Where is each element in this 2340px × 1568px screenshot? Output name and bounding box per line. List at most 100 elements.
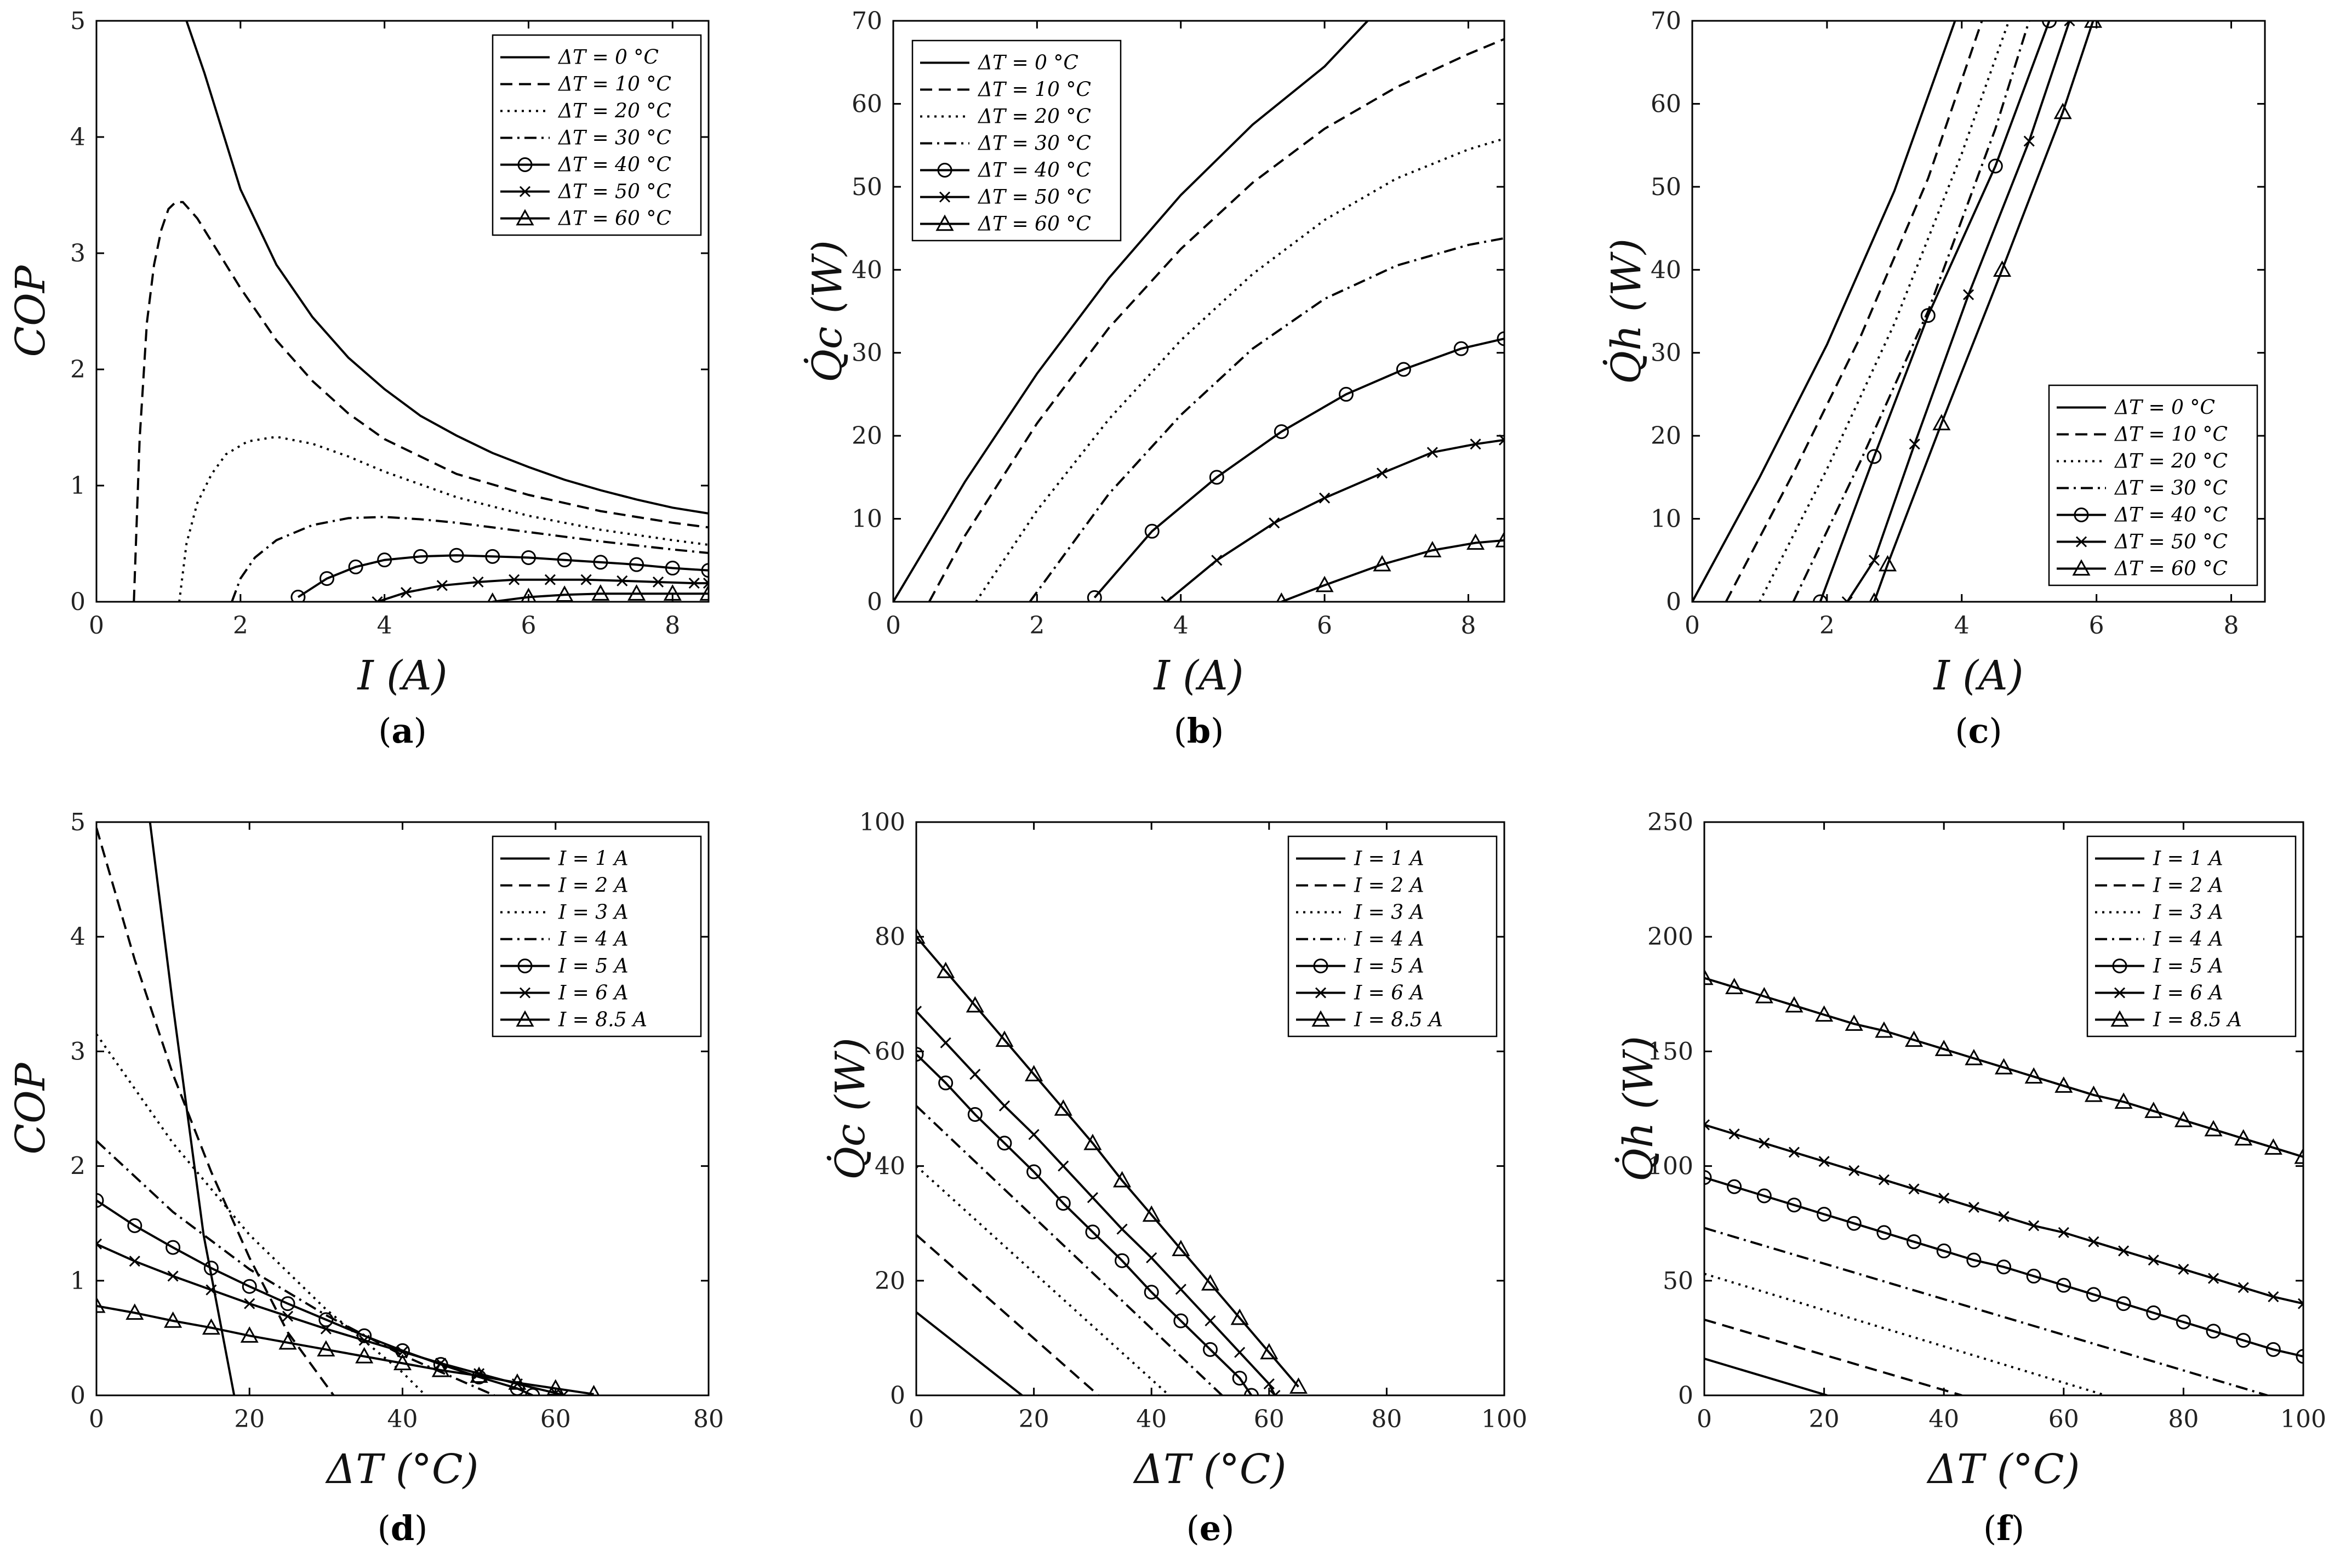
panel-e-series-2-line xyxy=(916,1165,1170,1395)
panel-c-series-4-line xyxy=(1819,21,2051,602)
panel-d-ytick-label-5: 5 xyxy=(70,808,85,836)
panel-a-series-0-line xyxy=(185,21,709,515)
panel-e-series-4-marker-6 xyxy=(1085,1224,1100,1240)
panel-c-series-4-marker-0 xyxy=(1813,594,1828,602)
panel-e-series-4-marker-11 xyxy=(1232,1371,1247,1386)
panel-e-xtick-label-3: 60 xyxy=(1254,1405,1285,1433)
panel-e-series-3-line xyxy=(916,1105,1223,1395)
panel-f-series-4-marker-9 xyxy=(1966,1252,1982,1268)
panel-f-series-5-marker-4 xyxy=(1818,1156,1830,1167)
panel-f-series-6-marker-18 xyxy=(2234,1129,2253,1146)
panel-b-series-0-line xyxy=(893,21,1369,602)
panel-f-series-5-marker-0 xyxy=(1704,1119,1710,1131)
panel-b-series-5-marker-5 xyxy=(1426,447,1438,458)
panel-f-series-6-marker-19 xyxy=(2264,1138,2282,1155)
panel-f-series-6-marker-15 xyxy=(2144,1102,2163,1118)
panel-d-legend-label-2: I = 3 A xyxy=(558,902,629,924)
panel-c-series-5-marker-3 xyxy=(1962,289,1974,300)
panel-a-ytick-label-0: 0 xyxy=(70,588,85,616)
panel-e-series-4-marker-4 xyxy=(1026,1164,1042,1179)
panel-a-series-5-marker-3 xyxy=(472,576,484,588)
panel-d-legend-label-0: I = 1 A xyxy=(558,848,629,870)
panel-b-xtick-label-0: 0 xyxy=(886,612,901,640)
panel-d-series-1 xyxy=(96,827,335,1395)
panel-b-series-6-marker-5 xyxy=(1495,531,1504,548)
panel-a-series-1-line xyxy=(133,201,709,602)
panel-f-series-5-marker-8 xyxy=(1938,1193,1950,1204)
panel-d-series-5-marker-4 xyxy=(244,1298,255,1309)
panel-f-series-legend-5-marker-0 xyxy=(2114,987,2126,999)
panel-a-series-5-marker-9 xyxy=(688,578,700,589)
panel-c-ytick-label-1: 10 xyxy=(1651,505,1681,533)
panel-a-legend: ΔT = 0 °C ΔT = 10 °C ΔT = 20 °C ΔT = 30 °C Δ… xyxy=(492,34,702,236)
panel-e-series-6-marker-3 xyxy=(995,1030,1014,1047)
panel-c-series-5-line xyxy=(1846,21,2071,602)
panel-e-series-6-marker-5 xyxy=(1054,1099,1072,1116)
panel-d-series-4-marker-4 xyxy=(242,1279,257,1294)
panel-d-legend-label-1: I = 2 A xyxy=(558,875,629,897)
panel-e-series-5-marker-3 xyxy=(998,1100,1011,1111)
panel-e-xlabel: ΔT (°C) xyxy=(1133,1446,1287,1493)
panel-b-legend-label-3: ΔT = 30 °C xyxy=(977,133,1091,155)
panel-e-legend-label-4: I = 5 A xyxy=(1354,955,1424,978)
panel-c-series-4-marker-2 xyxy=(1920,308,1936,323)
panel-e-series-6-marker-12 xyxy=(1260,1343,1279,1360)
panel-a-series-6-marker-6 xyxy=(699,584,709,601)
panel-f-xtick-label-3: 60 xyxy=(2048,1405,2079,1433)
panel-a-series-legend-4-marker-0 xyxy=(517,157,533,172)
panel-e-ytick-label-3: 60 xyxy=(875,1037,905,1065)
panel-f-series-4-marker-2 xyxy=(1756,1188,1772,1204)
panel-a-frame xyxy=(95,20,710,603)
panel-e-series-4-marker-0 xyxy=(916,1047,924,1062)
panel-f-series-5-marker-7 xyxy=(1908,1183,1920,1195)
panel-c-legend-label-1: ΔT = 10 °C xyxy=(2114,424,2228,446)
panel-b-ytick-label-6: 60 xyxy=(852,90,882,118)
panel-f-series-2-line xyxy=(1704,1273,2106,1395)
panel-d-series-2-line xyxy=(96,1033,426,1395)
panel-a-legend-label-1: ΔT = 10 °C xyxy=(557,73,671,96)
panel-f-series-legend-4-marker-0 xyxy=(2112,959,2127,973)
panel-d-series-6-marker-1 xyxy=(125,1303,144,1320)
panel-d-series-6-line xyxy=(96,1304,594,1395)
panel-a-series-5-marker-2 xyxy=(436,580,448,591)
panel-d-series-6-marker-11 xyxy=(508,1373,527,1390)
panel-f-series-6-marker-11 xyxy=(2024,1067,2043,1084)
panel-c-series-4-marker-3 xyxy=(1988,158,2003,174)
panel-f-series-6-marker-4 xyxy=(1815,1005,1834,1022)
panel-d-series-legend-4-marker-0 xyxy=(517,959,533,973)
panel-f-label: (f) xyxy=(1983,1508,2024,1548)
panel-c-ytick-label-3: 30 xyxy=(1651,339,1681,367)
panel-c-xtick-label-1: 2 xyxy=(1819,612,1835,640)
panel-a-series-4-marker-5 xyxy=(449,548,464,563)
panel-e-series-5-marker-8 xyxy=(1146,1252,1157,1264)
panel-c-series-5-marker-5 xyxy=(2064,21,2075,27)
panel-d-legend-label-3: I = 4 A xyxy=(558,928,629,951)
panel-d-ytick-label-1: 1 xyxy=(70,1267,85,1295)
panel-b-xtick-label-4: 8 xyxy=(1460,612,1476,640)
panel-c-xtick-label-2: 4 xyxy=(1954,612,1970,640)
panel-d-series-0-line xyxy=(149,822,236,1395)
chart-panel-f: 0 20 40 60 80 100 0 50 100 150 200 250 ΔT (°C) Q̇h (W… xyxy=(1614,808,2326,1548)
panel-f-series-1 xyxy=(1704,1318,1962,1395)
panel-a-legend-label-5: ΔT = 50 °C xyxy=(557,181,671,203)
panel-f-series-4-marker-14 xyxy=(2116,1296,2131,1312)
panel-f-ytick-label-5: 250 xyxy=(1647,808,1693,836)
panel-b-xlabel: I (A) xyxy=(1153,652,1244,699)
panel-a-legend-label-6: ΔT = 60 °C xyxy=(557,208,671,230)
panel-a-series-5 xyxy=(372,574,709,602)
panel-e-series-4-marker-9 xyxy=(1173,1313,1189,1328)
panel-f-series-6-marker-1 xyxy=(1725,978,1744,994)
panel-a-xtick-label-4: 8 xyxy=(665,612,680,640)
panel-a-xtick-label-1: 2 xyxy=(233,612,248,640)
panel-f-series-4 xyxy=(1704,1170,2303,1364)
panel-d-series-4-marker-0 xyxy=(96,1193,104,1208)
panel-a-series-4-marker-7 xyxy=(521,550,536,565)
panel-b-series-4-marker-4 xyxy=(1338,386,1354,402)
panel-b-series-5-marker-2 xyxy=(1269,517,1280,529)
panel-c-series-2-line xyxy=(1759,21,2010,602)
panel-a-series-5-marker-1 xyxy=(401,586,412,598)
panel-f-series-0-line xyxy=(1704,1358,1828,1395)
panel-d-series-5-marker-2 xyxy=(167,1270,179,1282)
panel-d-legend: I = 1 A I = 2 A I = 3 A I = 4 A I = 5 A I = 6… xyxy=(492,835,702,1037)
panel-e-xtick-label-0: 0 xyxy=(909,1405,924,1433)
